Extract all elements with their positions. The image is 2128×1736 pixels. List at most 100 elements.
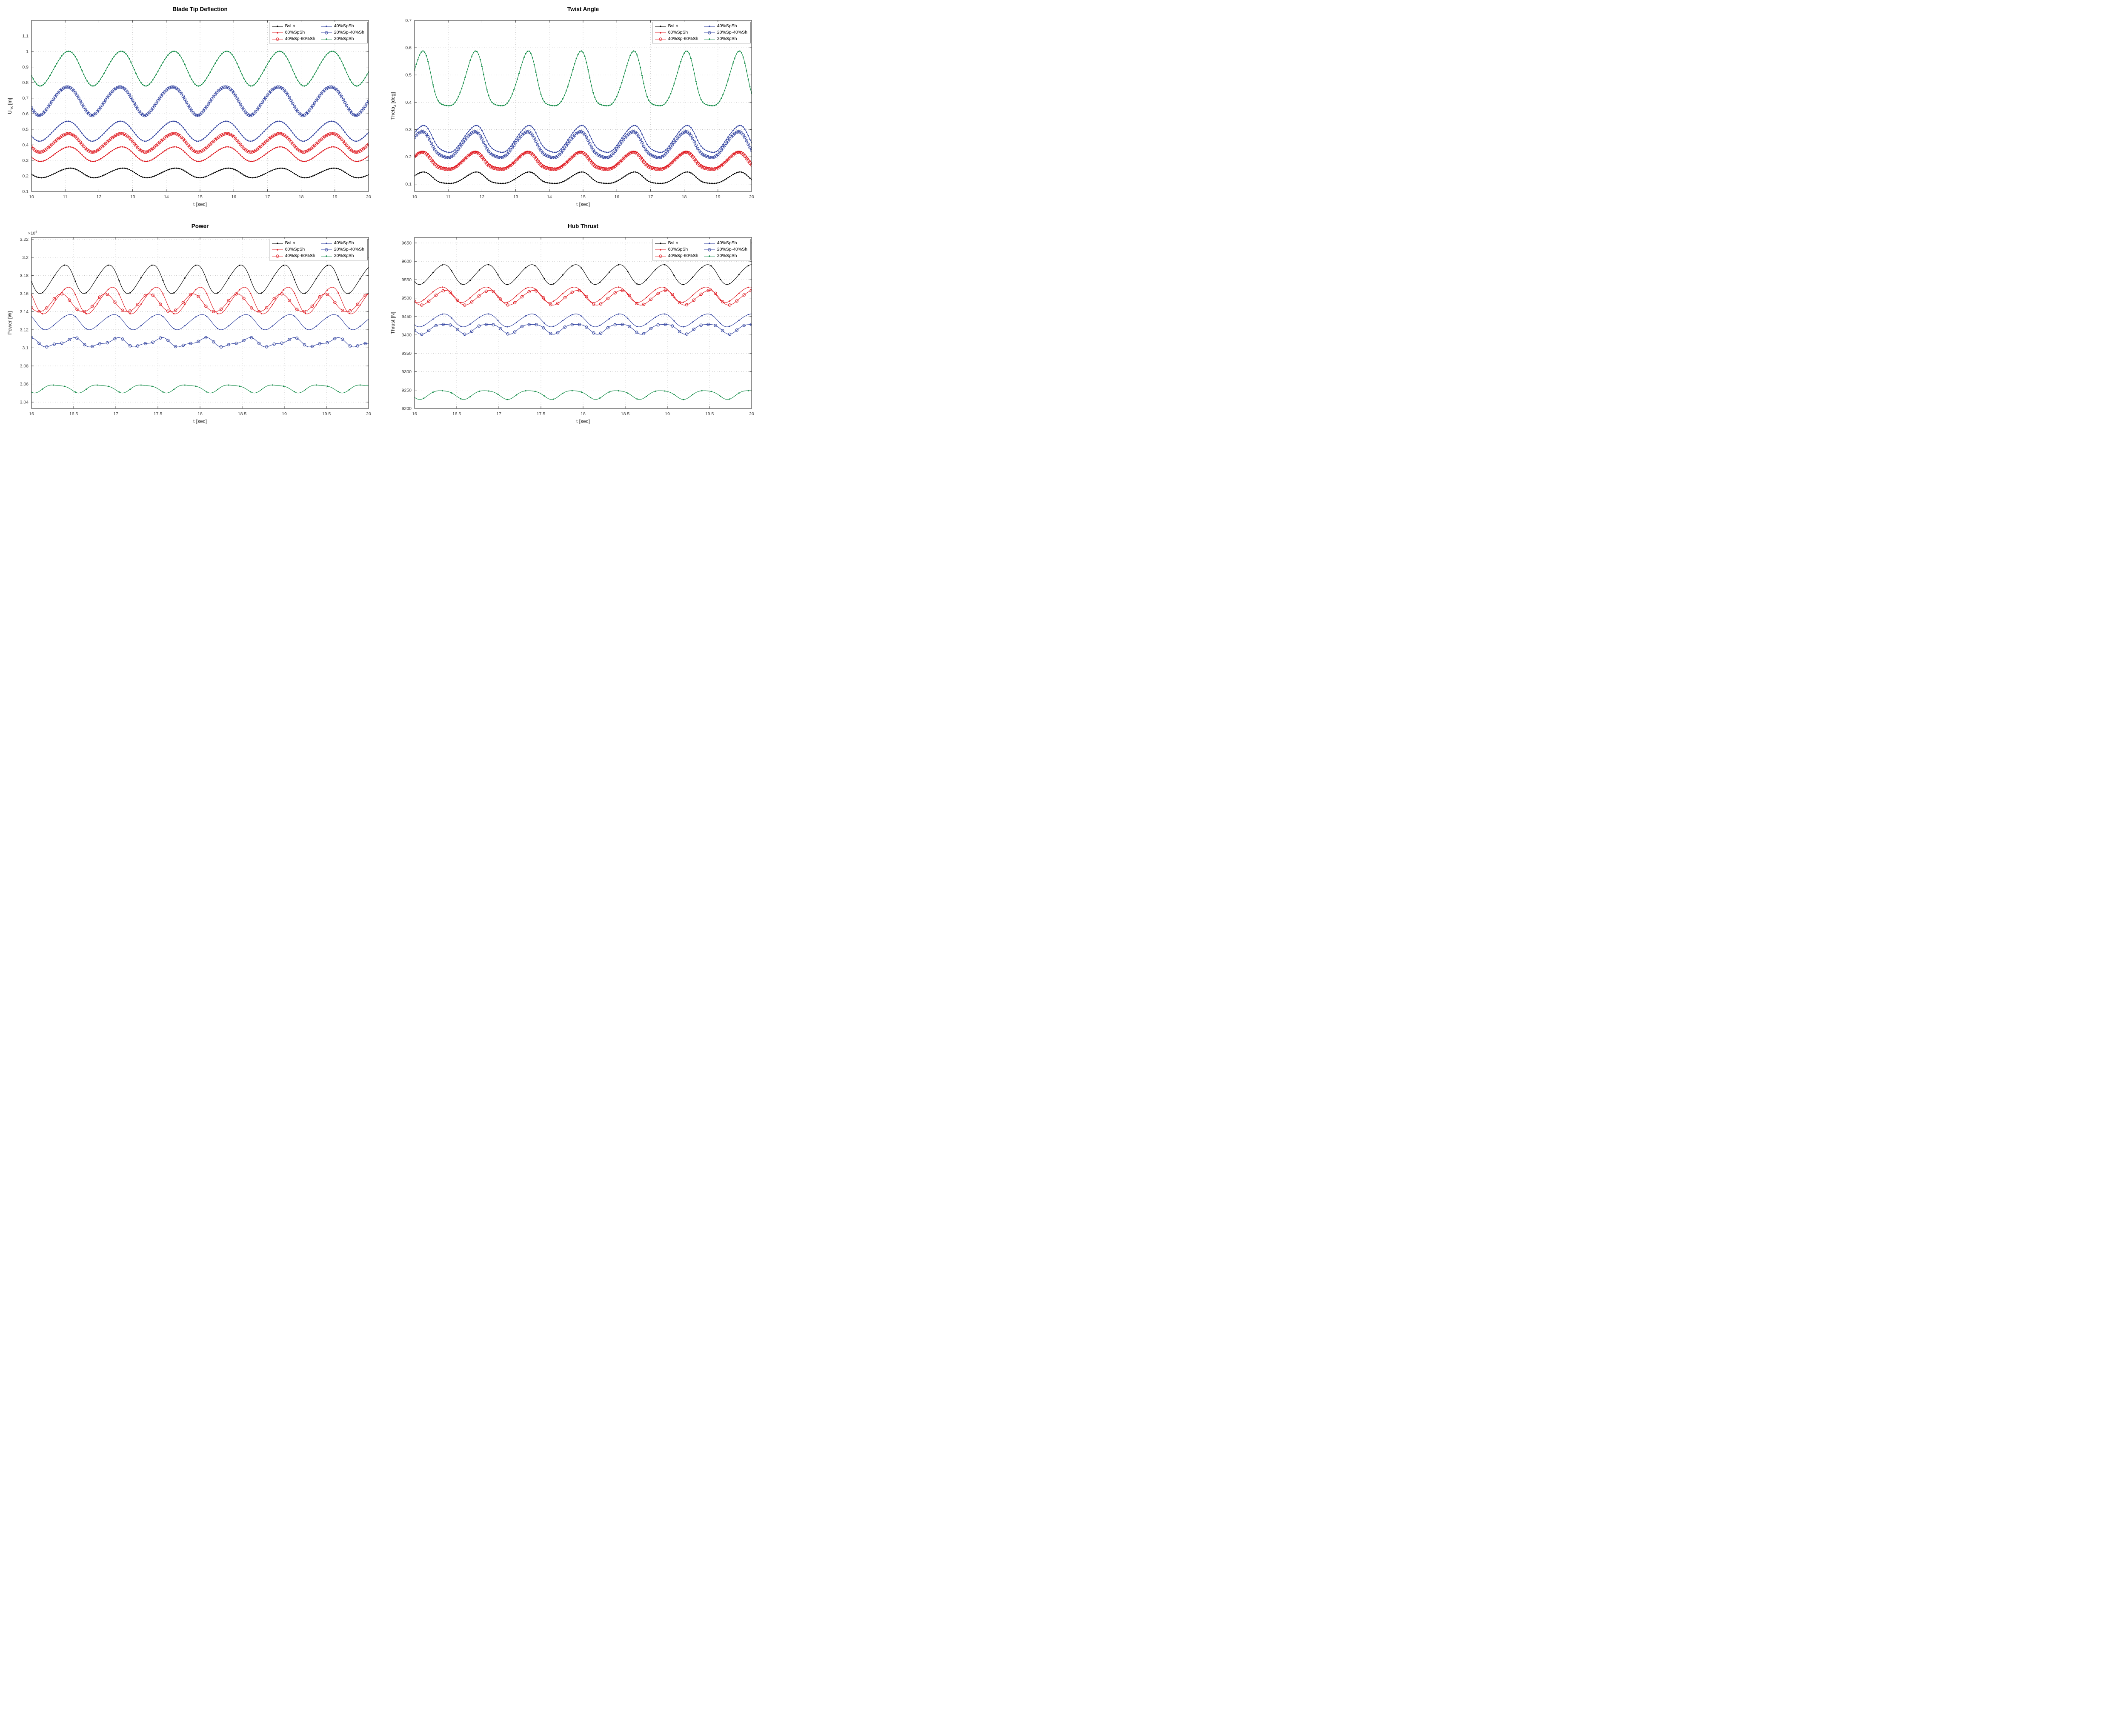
svg-text:13: 13 bbox=[130, 194, 135, 200]
legend-marker-icon bbox=[320, 31, 332, 34]
svg-text:9400: 9400 bbox=[402, 333, 412, 338]
legend-item-40%SpSh: 40%SpSh bbox=[704, 240, 747, 246]
svg-text:9500: 9500 bbox=[402, 296, 412, 301]
svg-text:18: 18 bbox=[581, 411, 586, 417]
y-axis-label: Power [W] bbox=[6, 311, 13, 335]
svg-text:3.16: 3.16 bbox=[20, 291, 29, 296]
legend-marker-icon bbox=[704, 242, 715, 244]
svg-text:18.5: 18.5 bbox=[621, 411, 630, 417]
legend-label: 20%Sp-40%Sh bbox=[334, 247, 364, 252]
svg-text:16: 16 bbox=[412, 411, 417, 417]
svg-text:16: 16 bbox=[29, 411, 34, 417]
svg-text:3.12: 3.12 bbox=[20, 327, 29, 332]
legend-label: 40%SpSh bbox=[334, 23, 354, 29]
legend-item-60%SpSh: 60%SpSh bbox=[655, 29, 698, 36]
legend-marker-icon bbox=[272, 248, 283, 251]
legend-marker-icon bbox=[704, 38, 715, 40]
legend-label: 40%SpSh bbox=[334, 240, 354, 246]
legend-label: 40%Sp-60%Sh bbox=[285, 253, 315, 258]
legend-label: 60%SpSh bbox=[285, 30, 305, 35]
svg-text:19: 19 bbox=[715, 194, 721, 200]
svg-text:20: 20 bbox=[749, 194, 754, 200]
legend-label: 60%SpSh bbox=[285, 247, 305, 252]
legend-label: BsLn bbox=[285, 240, 295, 246]
svg-text:15: 15 bbox=[581, 194, 586, 200]
legend-marker-icon bbox=[320, 242, 332, 244]
y-axis-label: Thrust [N] bbox=[389, 311, 396, 334]
subplot-power: 16 16.5 17 17.5 18 18.5 19 19.5 20 3.04 3.06 3.08 3.… bbox=[0, 217, 383, 434]
legend-label: BsLn bbox=[668, 23, 678, 29]
legend-label: 60%SpSh bbox=[668, 247, 688, 252]
legend-marker-icon bbox=[272, 254, 283, 258]
legend-item-20%SpSh: 20%SpSh bbox=[320, 253, 364, 259]
svg-text:18.5: 18.5 bbox=[238, 411, 247, 417]
legend-item-40%Sp-60%Sh: 40%Sp-60%Sh bbox=[272, 253, 315, 259]
svg-text:18: 18 bbox=[299, 194, 304, 200]
legend-marker-icon bbox=[272, 37, 283, 41]
svg-text:3.2: 3.2 bbox=[22, 255, 29, 260]
svg-text:0.3: 0.3 bbox=[22, 158, 29, 163]
legend-marker-icon bbox=[320, 255, 332, 257]
chart-title: Power bbox=[191, 223, 209, 229]
svg-text:17: 17 bbox=[496, 411, 501, 417]
svg-text:3.08: 3.08 bbox=[20, 364, 29, 369]
svg-text:19.5: 19.5 bbox=[705, 411, 714, 417]
svg-text:0.4: 0.4 bbox=[405, 100, 412, 105]
legend-label: BsLn bbox=[285, 23, 295, 29]
svg-text:3.22: 3.22 bbox=[20, 237, 29, 242]
legend-item-40%SpSh: 40%SpSh bbox=[320, 23, 364, 29]
legend-marker-icon bbox=[704, 248, 715, 251]
svg-text:16.5: 16.5 bbox=[69, 411, 78, 417]
svg-text:20: 20 bbox=[366, 411, 371, 417]
y-axis-label: Thetaz [deg] bbox=[389, 92, 397, 120]
svg-text:3.14: 3.14 bbox=[20, 309, 29, 314]
svg-text:10: 10 bbox=[29, 194, 34, 200]
svg-text:1.1: 1.1 bbox=[22, 34, 29, 39]
svg-text:0.7: 0.7 bbox=[405, 18, 412, 23]
chart-title: Twist Angle bbox=[567, 6, 599, 12]
svg-text:12: 12 bbox=[97, 194, 102, 200]
svg-text:16: 16 bbox=[231, 194, 236, 200]
svg-text:3.1: 3.1 bbox=[22, 345, 29, 351]
svg-text:0.5: 0.5 bbox=[22, 127, 29, 132]
svg-text:0.9: 0.9 bbox=[22, 65, 29, 70]
svg-text:9650: 9650 bbox=[402, 240, 412, 246]
svg-text:20: 20 bbox=[366, 194, 371, 200]
y-axis-multiplier: ×104 bbox=[28, 230, 37, 236]
y-axis-label: Uhx [m] bbox=[6, 97, 14, 114]
legend-item-40%SpSh: 40%SpSh bbox=[320, 240, 364, 246]
x-axis-label: t [sec] bbox=[193, 201, 207, 207]
subplot-hub-thrust: 16 16.5 17 17.5 18 18.5 19 19.5 20 9200 9250 9300 93… bbox=[383, 217, 766, 434]
legend-item-60%SpSh: 60%SpSh bbox=[272, 246, 315, 253]
svg-text:19: 19 bbox=[282, 411, 287, 417]
chart-title: Blade Tip Deflection bbox=[172, 6, 228, 12]
legend-label: 40%Sp-60%Sh bbox=[668, 36, 698, 41]
svg-text:19: 19 bbox=[665, 411, 670, 417]
legend-label: 40%Sp-60%Sh bbox=[285, 36, 315, 41]
legend: BsLn 60%SpSh 40%Sp-60%Sh 40%SpSh 20%Sp-40%Sh… bbox=[269, 22, 368, 43]
svg-text:0.8: 0.8 bbox=[22, 80, 29, 86]
legend-item-20%SpSh: 20%SpSh bbox=[704, 253, 747, 259]
svg-text:12: 12 bbox=[480, 194, 485, 200]
svg-text:3.06: 3.06 bbox=[20, 382, 29, 387]
legend-marker-icon bbox=[655, 248, 666, 251]
svg-text:19: 19 bbox=[332, 194, 338, 200]
svg-text:11: 11 bbox=[63, 194, 68, 200]
svg-text:18: 18 bbox=[197, 411, 203, 417]
svg-text:9450: 9450 bbox=[402, 314, 412, 319]
legend-label: 60%SpSh bbox=[668, 30, 688, 35]
svg-text:0.1: 0.1 bbox=[22, 189, 29, 194]
legend-item-40%Sp-60%Sh: 40%Sp-60%Sh bbox=[655, 253, 698, 259]
svg-text:9200: 9200 bbox=[402, 406, 412, 411]
legend-marker-icon bbox=[320, 25, 332, 27]
legend: BsLn 60%SpSh 40%Sp-60%Sh 40%SpSh 20%Sp-40%Sh… bbox=[269, 239, 368, 260]
legend-label: 20%Sp-40%Sh bbox=[334, 30, 364, 35]
svg-text:0.3: 0.3 bbox=[405, 127, 412, 132]
svg-text:17: 17 bbox=[113, 411, 118, 417]
svg-text:14: 14 bbox=[164, 194, 169, 200]
svg-text:0.5: 0.5 bbox=[405, 73, 412, 78]
svg-text:16: 16 bbox=[614, 194, 619, 200]
legend-item-60%SpSh: 60%SpSh bbox=[272, 29, 315, 36]
legend-label: 20%Sp-40%Sh bbox=[717, 247, 747, 252]
svg-text:13: 13 bbox=[513, 194, 518, 200]
